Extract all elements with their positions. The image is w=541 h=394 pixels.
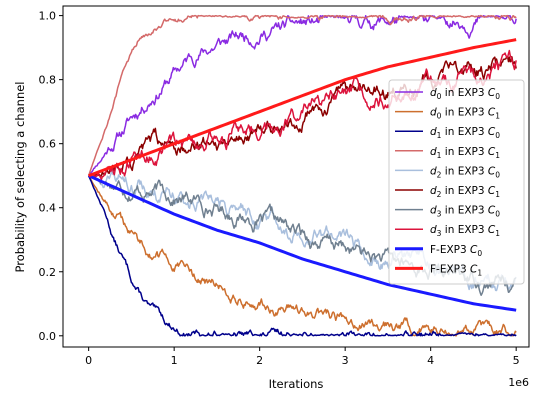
series-line: [88, 55, 517, 178]
series-line: [88, 49, 517, 181]
series-line: [88, 175, 517, 337]
y-axis-label: Probability of selecting a channel: [13, 81, 27, 272]
y-tick-label: 0.2: [39, 266, 57, 279]
x-axis-label: Iterations: [269, 377, 324, 391]
series-line: [88, 14, 517, 177]
legend-entry: d0​ in EXP3 C0​: [430, 87, 500, 101]
y-tick-label: 1.0: [39, 10, 57, 23]
legend-entry: F-EXP3 C0​: [430, 244, 482, 258]
y-tick-label: 0.4: [39, 202, 57, 215]
legend: d0​ in EXP3 C0​ d0​ in EXP3 C1​ d1​ in EXP…: [388, 79, 525, 285]
x-tick-label: 5: [513, 354, 520, 367]
x-axis-offset-label: 1e6: [508, 376, 529, 389]
legend-entry: d1​ in EXP3 C1​: [430, 146, 500, 160]
y-tick-label: 0.8: [39, 74, 57, 87]
legend-entry: d0​ in EXP3 C1​: [430, 107, 500, 121]
series-line: [88, 174, 517, 312]
x-tick-label: 1: [171, 354, 178, 367]
legend-entry: d1​ in EXP3 C0​: [430, 126, 500, 140]
legend-entry: d3​ in EXP3 C1​: [430, 224, 500, 238]
plot-frame: [62, 5, 530, 348]
y-axis-ticks: 0.0 0.2 0.4 0.6 0.8 1.0: [39, 10, 63, 343]
legend-entry: F-EXP3 C1​: [430, 263, 482, 277]
series-line: [88, 38, 517, 178]
legend-entry: d2​ in EXP3 C1​: [430, 185, 500, 199]
x-tick-label: 2: [256, 354, 263, 367]
x-axis-ticks: 0 1 2 3 4 5: [85, 347, 520, 367]
series-line: [87, 175, 517, 337]
legend-entry: d3​ in EXP3 C0​: [430, 205, 500, 219]
x-tick-label: 0: [85, 354, 92, 367]
x-tick-label: 4: [427, 354, 434, 367]
x-tick-label: 3: [342, 354, 349, 367]
series-line: [87, 14, 517, 176]
y-tick-label: 0.6: [39, 138, 57, 151]
y-tick-label: 0.0: [39, 330, 57, 343]
legend-entry: d2​ in EXP3 C0​: [430, 165, 500, 179]
